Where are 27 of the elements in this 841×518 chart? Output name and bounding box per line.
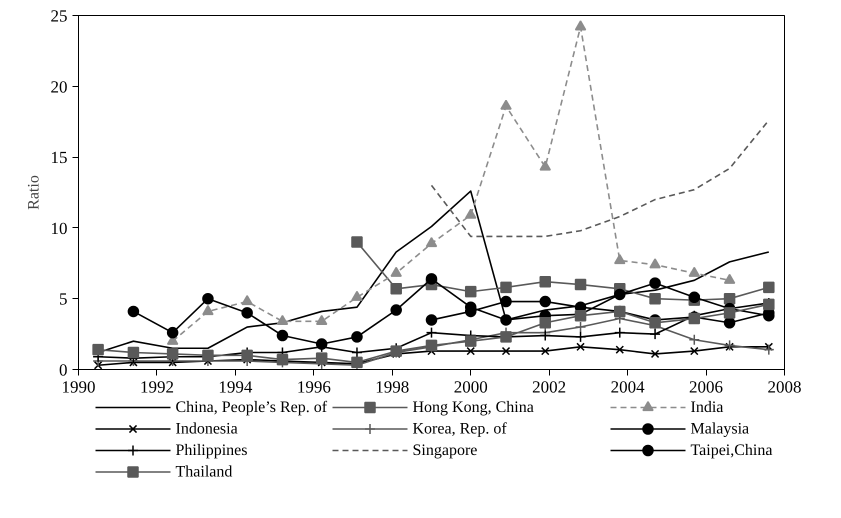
legend-label: India bbox=[690, 399, 724, 416]
x-tick-label: 1992 bbox=[140, 378, 174, 396]
x-tick-label: 1996 bbox=[296, 378, 331, 396]
x-tick-label: 2000 bbox=[454, 378, 488, 396]
legend-label: Taipei,China bbox=[690, 442, 772, 459]
y-tick-label: 20 bbox=[50, 77, 68, 96]
legend-label: Malaysia bbox=[690, 420, 750, 438]
x-tick-label: 1994 bbox=[218, 378, 253, 396]
x-tick-label: 1990 bbox=[62, 378, 96, 396]
x-tick-label: 2004 bbox=[610, 378, 646, 396]
legend-label: China, People’s Rep. of bbox=[176, 399, 328, 416]
legend-label: Hong Kong, China bbox=[412, 399, 534, 416]
y-tick-label: 5 bbox=[59, 290, 68, 309]
y-tick-label: 10 bbox=[50, 218, 68, 238]
y-tick-label: 0 bbox=[59, 360, 68, 380]
x-tick-label: 2008 bbox=[768, 378, 802, 396]
x-tick-label: 1998 bbox=[375, 378, 410, 396]
x-tick-label: 2002 bbox=[532, 378, 566, 396]
legend-label: Korea, Rep. of bbox=[412, 420, 508, 438]
legend-label: Philippines bbox=[176, 442, 248, 459]
legend-label: Indonesia bbox=[176, 420, 238, 438]
legend-label: Thailand bbox=[176, 464, 232, 480]
y-tick-label: 15 bbox=[50, 148, 68, 168]
y-axis-title: Ratio bbox=[26, 175, 42, 210]
legend-label: Singapore bbox=[412, 442, 478, 459]
x-tick-label: 2006 bbox=[689, 378, 724, 396]
y-tick-label: 25 bbox=[50, 6, 68, 26]
